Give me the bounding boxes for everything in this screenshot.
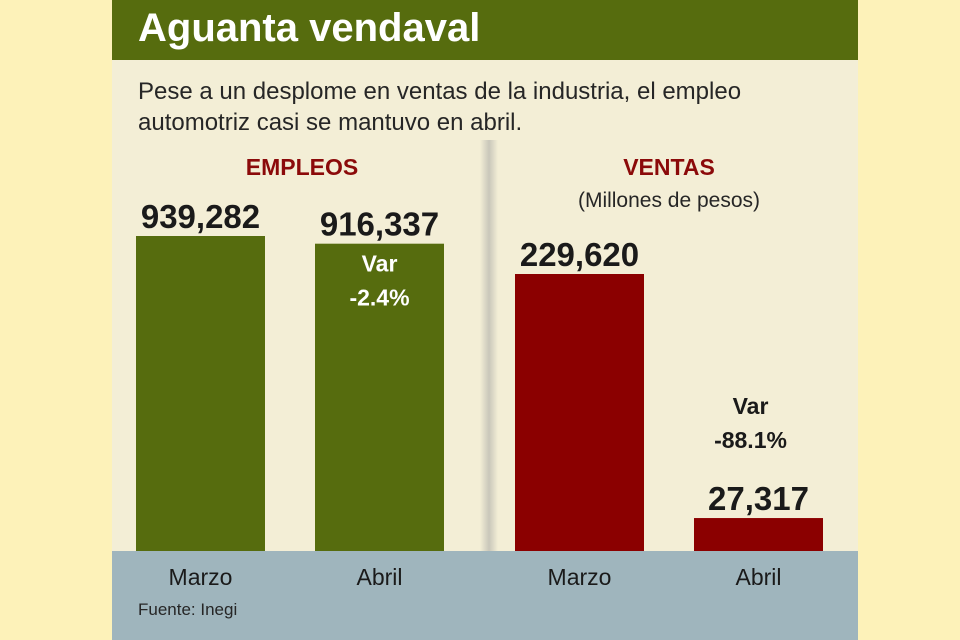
source-note: Fuente: Inegi	[138, 600, 238, 619]
empleos-category-label-marzo: Marzo	[169, 564, 233, 590]
ventas-panel-title: VENTAS	[623, 154, 715, 180]
empleos-bar-marzo	[136, 236, 265, 551]
empleos-bar-abril	[315, 243, 444, 552]
ventas-value-label-abril: 27,317	[708, 480, 809, 517]
ventas-variation-label: Var	[733, 393, 769, 419]
empleos-panel-title: EMPLEOS	[246, 154, 358, 180]
ventas-value-label-marzo: 229,620	[520, 236, 639, 273]
ventas-category-label-marzo: Marzo	[548, 564, 612, 590]
infographic-card: Aguanta vendaval Pese a un desplome en v…	[112, 0, 858, 640]
empleos-variation-label: Var	[362, 251, 398, 277]
chart-subtitle: Pese a un desplome en ventas de la indus…	[138, 78, 742, 136]
ventas-bar-marzo	[515, 274, 644, 551]
ventas-category-label-abril: Abril	[735, 564, 781, 590]
empleos-variation-value: -2.4%	[349, 285, 409, 311]
empleos-value-label-abril: 916,337	[320, 206, 439, 243]
ventas-panel-subtitle: (Millones de pesos)	[578, 189, 760, 212]
bar-charts: EMPLEOS 939,282 Marzo 916,337 Abril Var -2.4% V…	[136, 154, 823, 590]
title-bar: Aguanta vendaval	[112, 0, 858, 60]
ventas-bar-abril	[694, 518, 823, 551]
category-base-strip	[112, 551, 858, 640]
chart-title: Aguanta vendaval	[138, 6, 481, 50]
ventas-variation-value: -88.1%	[714, 427, 787, 453]
empleos-category-label-abril: Abril	[356, 564, 402, 590]
empleos-value-label-marzo: 939,282	[141, 198, 260, 235]
panel-divider	[480, 140, 498, 640]
